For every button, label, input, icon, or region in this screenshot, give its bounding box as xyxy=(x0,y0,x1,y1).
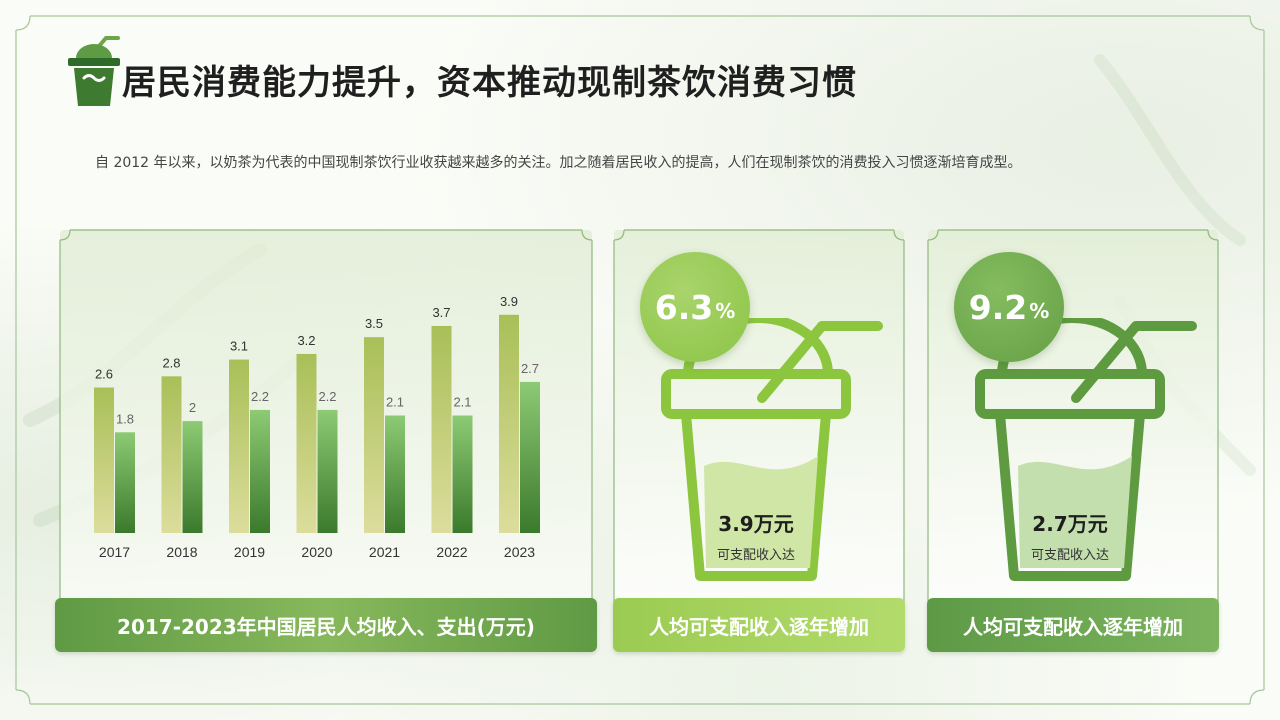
growth-percent-value-1: 6.3 xyxy=(654,287,714,327)
data-label-2023-series2: 2.7 xyxy=(521,361,539,376)
bar-2021-series1 xyxy=(364,337,384,533)
bar-2022-series2 xyxy=(452,415,473,533)
data-label-2021-series2: 2.1 xyxy=(386,395,404,410)
income-expense-bar-chart: 2.6 1.8 2017 2.8 2 2018 3.1 2.2 2019 3.2 2.2 2020 3.… xyxy=(94,294,540,560)
growth-percent-badge-2: 9.2% xyxy=(954,252,1064,362)
data-label-2022-series1: 3.7 xyxy=(432,305,450,320)
x-tick-label-2019: 2019 xyxy=(234,544,265,560)
stat-caption-2: 人均可支配收入逐年增加 xyxy=(927,598,1219,652)
bar-2023-series1 xyxy=(499,314,519,533)
x-tick-label-2022: 2022 xyxy=(436,544,467,560)
income-amount-1: 3.9万元 xyxy=(718,512,794,536)
income-amount-label-1: 可支配收入达 xyxy=(716,548,795,563)
data-label-2019-series2: 2.2 xyxy=(251,389,269,404)
bar-2017-series1 xyxy=(94,387,114,533)
bar-2018-series1 xyxy=(161,376,182,533)
data-label-2018-series2: 2 xyxy=(189,400,196,415)
page-title: 居民消费能力提升，资本推动现制茶饮消费习惯 xyxy=(122,63,857,103)
income-amount-label-2: 可支配收入达 xyxy=(1030,548,1109,563)
x-tick-label-2018: 2018 xyxy=(166,544,197,560)
stat-caption-1: 人均可支配收入逐年增加 xyxy=(613,598,905,652)
bar-2020-series1 xyxy=(296,353,317,533)
chart-caption: 2017-2023年中国居民人均收入、支出(万元) xyxy=(55,598,597,652)
bar-2019-series1 xyxy=(229,359,249,533)
bar-2020-series2 xyxy=(317,409,338,533)
growth-percent-unit-2: % xyxy=(1029,299,1050,323)
data-label-2021-series1: 3.5 xyxy=(365,316,383,331)
drink-cup-icon xyxy=(661,318,883,581)
data-label-2019-series1: 3.1 xyxy=(230,339,248,354)
data-label-2017-series1: 2.6 xyxy=(95,367,113,382)
x-tick-label-2020: 2020 xyxy=(301,544,332,560)
growth-percent-unit-1: % xyxy=(715,299,736,323)
data-label-2018-series1: 2.8 xyxy=(162,355,180,370)
x-tick-label-2023: 2023 xyxy=(504,544,535,560)
bar-2023-series2 xyxy=(520,381,540,533)
x-tick-label-2021: 2021 xyxy=(369,544,400,560)
intro-text: 自 2012 年以来，以奶茶为代表的中国现制茶饮行业收获越来越多的关注。加之随着… xyxy=(95,155,1022,171)
bar-2022-series1 xyxy=(431,325,452,533)
growth-percent-value-2: 9.2 xyxy=(968,287,1028,327)
bar-2019-series2 xyxy=(250,409,270,533)
bar-2018-series2 xyxy=(182,421,203,533)
growth-percent-badge-1: 6.3% xyxy=(640,252,750,362)
bar-2021-series2 xyxy=(385,415,405,533)
bar-2017-series2 xyxy=(115,432,135,533)
x-tick-label-2017: 2017 xyxy=(99,544,130,560)
data-label-2020-series2: 2.2 xyxy=(318,389,336,404)
data-label-2022-series2: 2.1 xyxy=(453,395,471,410)
bubble-tea-cup-icon xyxy=(68,36,120,106)
income-amount-2: 2.7万元 xyxy=(1032,512,1108,536)
data-label-2023-series1: 3.9 xyxy=(500,294,518,309)
data-label-2020-series1: 3.2 xyxy=(297,333,315,348)
data-label-2017-series2: 1.8 xyxy=(116,411,134,426)
